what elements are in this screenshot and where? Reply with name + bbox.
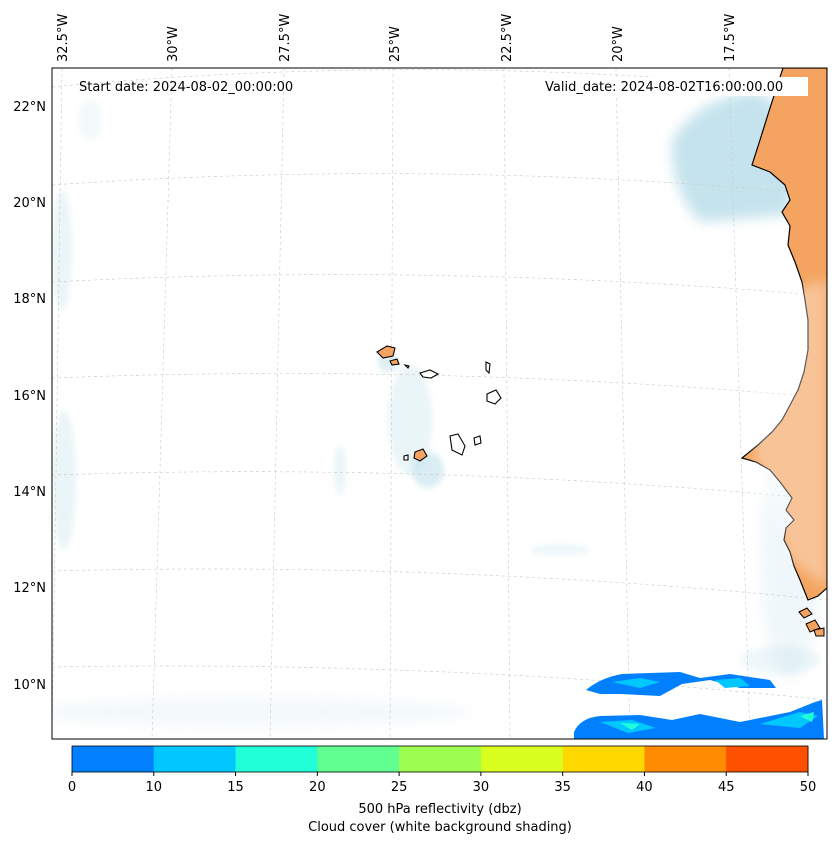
- colorbar-label: 500 hPa reflectivity (dbz): [358, 802, 521, 817]
- lat-label: 10°N: [13, 678, 46, 693]
- longitude-labels: 32.5°W 30°W 27.5°W 25°W 22.5°W 20°W 17.5…: [56, 14, 738, 62]
- land-cloud-overlay: [750, 280, 827, 588]
- colorbar-swatch: [72, 746, 155, 772]
- colorbar-swatch: [726, 746, 809, 772]
- islet-1: [403, 363, 410, 369]
- colorbar-swatch: [644, 746, 727, 772]
- cape-verde-islands: [376, 345, 502, 462]
- valid-date-label: Valid_date: 2024-08-02T16:00:00.00: [545, 80, 783, 95]
- colorbar-tick-label: 35: [554, 780, 571, 795]
- lon-label: 30°W: [166, 26, 181, 62]
- lon-label: 20°W: [611, 26, 626, 62]
- lat-label: 22°N: [13, 100, 46, 115]
- colorbar-swatch: [399, 746, 482, 772]
- reflectivity-band-north: [586, 672, 776, 696]
- island-santiago: [449, 433, 466, 456]
- lon-label: 25°W: [388, 26, 403, 62]
- start-date-label: Start date: 2024-08-02_00:00:00: [79, 80, 293, 95]
- colorbar-tick-label: 10: [146, 780, 163, 795]
- colorbar-tick-label: 45: [718, 780, 735, 795]
- lon-label: 22.5°W: [500, 14, 515, 62]
- island-sao-nicolau: [419, 369, 440, 379]
- island-maio: [473, 435, 482, 446]
- lon-label: 17.5°W: [723, 14, 738, 62]
- colorbar-tick-label: 50: [800, 780, 817, 795]
- reflectivity-patches: [574, 672, 824, 739]
- lat-label: 14°N: [13, 485, 46, 500]
- lat-label: 18°N: [13, 292, 46, 307]
- bissau-islands: [798, 607, 825, 637]
- colorbar-tick-label: 0: [68, 780, 76, 795]
- colorbar-frame: [71, 745, 809, 773]
- colorbar-tick-label: 20: [309, 780, 326, 795]
- colorbar-tick-label: 30: [473, 780, 490, 795]
- colorbar-swatch: [153, 746, 237, 772]
- lat-label: 16°N: [13, 389, 46, 404]
- latitude-labels: 22°N 20°N 18°N 16°N 14°N 12°N 10°N: [13, 100, 46, 693]
- lon-label: 32.5°W: [56, 14, 71, 62]
- colorbar-tick-label: 15: [227, 780, 244, 795]
- reflectivity-band-north-core: [612, 678, 750, 688]
- colorbar-swatch: [317, 746, 400, 772]
- island-brava: [403, 454, 409, 461]
- colorbar-tick-label: 40: [636, 780, 653, 795]
- island-santo-antao: [376, 345, 396, 359]
- colorbar-swatch: [562, 746, 645, 772]
- colorbar-sublabel: Cloud cover (white background shading): [308, 820, 572, 835]
- lon-label: 27.5°W: [278, 14, 293, 62]
- island-fogo: [413, 448, 428, 462]
- reflectivity-band-south-core: [600, 712, 818, 733]
- graticule: [52, 68, 827, 739]
- colorbar: [72, 746, 809, 772]
- island-sao-vicente: [389, 358, 400, 366]
- map-frame: [51, 67, 828, 740]
- lat-label: 20°N: [13, 196, 46, 211]
- island-boa-vista: [486, 389, 502, 405]
- island-sal: [485, 361, 491, 375]
- valid-date-box: [540, 77, 808, 96]
- colorbar-tick-label: 25: [391, 780, 408, 795]
- lat-label: 12°N: [13, 581, 46, 596]
- colorbar-swatch: [235, 746, 318, 772]
- colorbar-swatch: [480, 746, 564, 772]
- colorbar-ticks: 0 10 15 20 25 30 35 40 45 50: [68, 772, 816, 795]
